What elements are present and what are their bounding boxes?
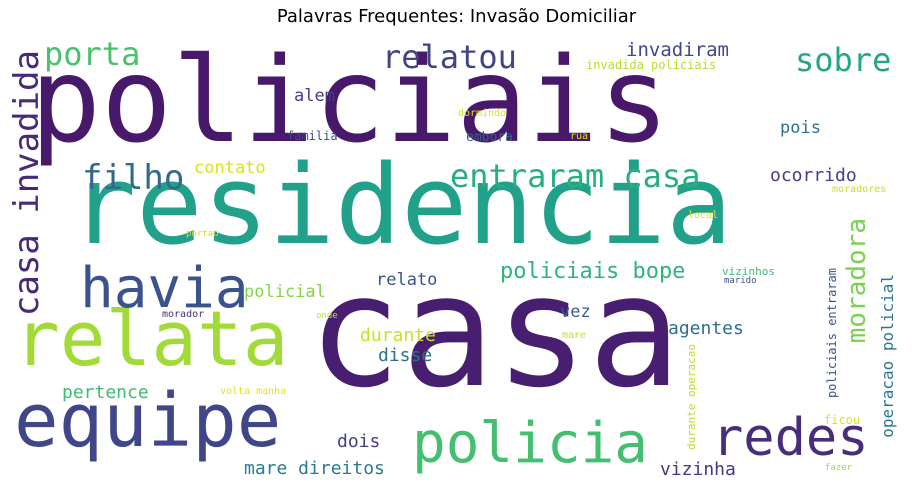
word-vizinhos: vizinhos xyxy=(722,265,775,278)
word-sobre: sobre xyxy=(795,41,892,79)
word-disse: disse xyxy=(378,345,433,366)
word-onde: onde xyxy=(316,311,338,321)
word-relata: relata xyxy=(14,294,289,383)
word-embora: embora xyxy=(466,130,513,145)
word-havia: havia xyxy=(80,256,249,321)
word-policiais: policiais xyxy=(30,36,670,169)
word-dois: dois xyxy=(337,431,381,452)
word-vez: vez xyxy=(560,302,591,322)
word-residencia: residencia xyxy=(70,141,733,269)
word-portao: portao xyxy=(186,229,219,239)
word-mare-direitos: mare direitos xyxy=(244,458,385,479)
word-relato: relato xyxy=(376,270,438,290)
word-invadiram: invadiram xyxy=(626,39,729,61)
word-fazer: fazer xyxy=(825,463,853,473)
word-invadida-policiais: invadida policiais xyxy=(586,58,717,72)
word-policiais-entraram: policiais entraram xyxy=(825,268,839,399)
word-porta: porta xyxy=(44,36,141,73)
word-pertence: pertence xyxy=(62,382,149,403)
word-rua: rua xyxy=(570,131,589,142)
word-relatou: relatou xyxy=(382,38,517,76)
word-casa: casa xyxy=(308,241,682,422)
word-ficou: ficou xyxy=(824,413,861,427)
word-casa-invadida: casa invadida xyxy=(12,50,47,317)
word-contato: contato xyxy=(194,158,266,178)
word-dormindo: dormindo xyxy=(458,108,507,119)
word-mare: mare xyxy=(562,330,587,341)
word-ocorrido: ocorrido xyxy=(770,165,857,186)
word-operacao-policial: operacao policial xyxy=(878,274,897,438)
word-alem: alem xyxy=(294,86,335,106)
word-marido: marido xyxy=(724,276,757,286)
word-durante-operacao: durante operacao xyxy=(685,344,698,450)
word-cloud: policiais residencia casa relata equipe … xyxy=(12,36,901,482)
word-equipe: equipe xyxy=(14,378,282,464)
word-moradores: moradores xyxy=(832,184,887,195)
word-morador: morador xyxy=(162,309,205,320)
word-policiais-bope: policiais bope xyxy=(500,259,686,284)
word-durante: durante xyxy=(360,325,436,346)
chart-title: Palavras Frequentes: Invasão Domiciliar xyxy=(276,6,637,27)
word-moradora: moradora xyxy=(842,218,872,344)
word-entraram-casa: entraram casa xyxy=(450,157,701,195)
word-local: local xyxy=(688,210,719,221)
word-policia: policia xyxy=(412,411,649,476)
word-redes: redes xyxy=(712,408,869,468)
word-familia: familia xyxy=(287,129,338,143)
word-policial: policial xyxy=(244,282,326,302)
word-filho: filho xyxy=(82,158,185,198)
word-vizinha: vizinha xyxy=(660,459,736,480)
word-agentes: agentes xyxy=(668,318,744,339)
word-pois: pois xyxy=(780,118,821,138)
word-volta-manha: volta manha xyxy=(220,386,287,397)
